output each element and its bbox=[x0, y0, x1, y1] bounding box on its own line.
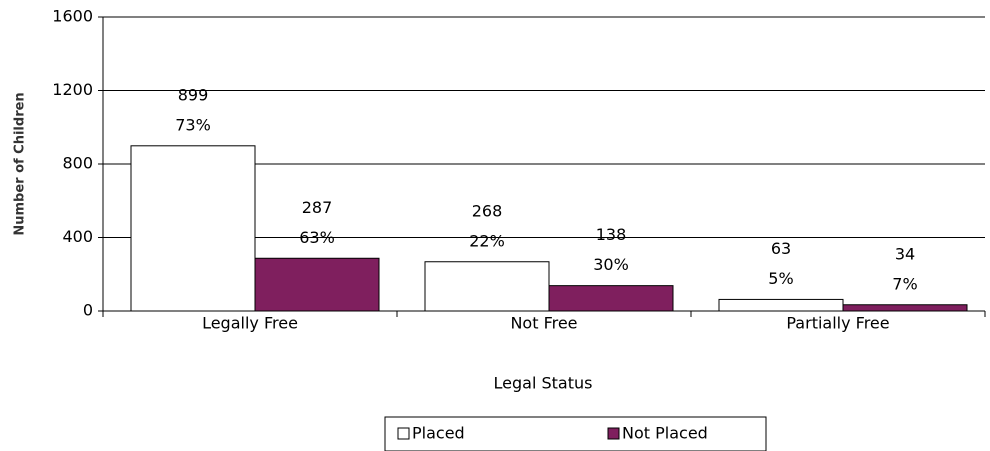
percent-label: 7% bbox=[892, 274, 917, 293]
percent-label: 63% bbox=[299, 228, 335, 247]
data-label: 268 bbox=[472, 201, 503, 220]
bar bbox=[130, 145, 256, 312]
legend-box bbox=[384, 416, 767, 451]
legend-label: Placed bbox=[412, 424, 465, 443]
y-tick-label: 0 bbox=[83, 301, 93, 320]
bar bbox=[424, 261, 550, 312]
data-label: 899 bbox=[178, 85, 209, 104]
x-axis-label: Legal Status bbox=[494, 374, 593, 393]
y-tick-label: 400 bbox=[62, 227, 93, 246]
x-tick-label: Not Free bbox=[510, 314, 577, 333]
x-tick-label: Legally Free bbox=[202, 314, 298, 333]
percent-label: 73% bbox=[175, 115, 211, 134]
y-tick-label: 1600 bbox=[52, 7, 93, 26]
x-tick-label: Partially Free bbox=[786, 314, 889, 333]
bar bbox=[548, 285, 674, 312]
data-label: 138 bbox=[596, 225, 627, 244]
percent-label: 5% bbox=[768, 269, 793, 288]
data-label: 34 bbox=[895, 244, 915, 263]
percent-label: 30% bbox=[593, 255, 629, 274]
y-tick-label: 1200 bbox=[52, 80, 93, 99]
legend-swatch bbox=[397, 427, 410, 440]
bar bbox=[842, 304, 968, 312]
bar bbox=[254, 257, 380, 312]
y-tick-label: 800 bbox=[62, 154, 93, 173]
bar bbox=[718, 298, 844, 312]
data-label: 287 bbox=[302, 198, 333, 217]
percent-label: 22% bbox=[469, 231, 505, 250]
data-label: 63 bbox=[771, 239, 791, 258]
y-axis-label: Number of Children bbox=[13, 92, 28, 235]
legend-swatch bbox=[607, 427, 620, 440]
legend-label: Not Placed bbox=[622, 424, 708, 443]
